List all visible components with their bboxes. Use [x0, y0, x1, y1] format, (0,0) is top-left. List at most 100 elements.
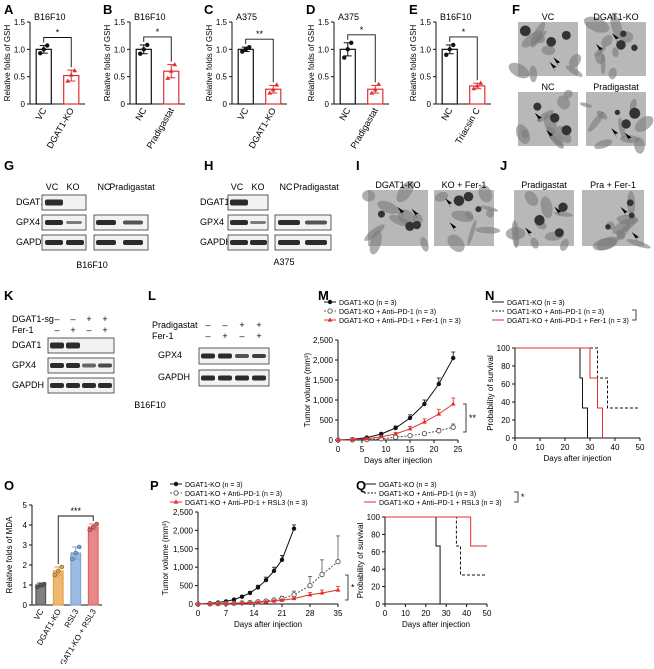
- organelle: [540, 196, 553, 219]
- y-tick-label: 5: [23, 501, 28, 510]
- band: [82, 363, 96, 368]
- data-point: [38, 50, 43, 56]
- blot-strip: [41, 234, 87, 251]
- western-blot-h: VC KO NC Pradigastat DGAT1 GPX4 GAPDH A375: [200, 182, 339, 267]
- panel-letter-g: G: [4, 158, 14, 173]
- legend-label: DGAT1-KO + Anti–PD-1 + Fer-1 (n = 3): [507, 318, 629, 325]
- blot-strip: [41, 194, 87, 211]
- bar-chart-a: B16F10 Relative folds of GSH 0 0.5 1.0 1.5 VCD…: [3, 12, 85, 150]
- data-point: [450, 424, 456, 430]
- arrow-icon: [534, 112, 542, 123]
- x-tick-label: VC: [236, 106, 251, 122]
- arrow-icon: [554, 206, 562, 217]
- lane-label: KO: [251, 182, 264, 192]
- organelle: [530, 237, 539, 249]
- data-point: [393, 425, 398, 431]
- data-point: [77, 544, 82, 550]
- y-axis-label: Probability of survival: [356, 522, 365, 598]
- x-tick-label: 25: [454, 445, 463, 454]
- data-point: [350, 437, 355, 442]
- y-tick-label: 20: [371, 583, 380, 592]
- treatment-label: Fer-1: [152, 331, 174, 341]
- legend-label: DGAT1-KO (n = 3): [339, 300, 397, 307]
- data-point: [393, 431, 398, 436]
- x-tick-label: 0: [336, 445, 341, 454]
- organelle: [554, 211, 573, 217]
- data-point: [436, 411, 442, 416]
- organelle: [397, 209, 416, 225]
- legend-bracket: [632, 309, 637, 321]
- chart-title: B16F10: [134, 12, 166, 22]
- arrow-icon: [595, 44, 603, 55]
- organelle: [396, 180, 415, 203]
- y-tick-label: 20: [501, 416, 510, 425]
- micrograph: Pra + Fer-1: [582, 180, 651, 251]
- organelle: [420, 237, 429, 252]
- bar-chart-e: B16F10 Relative folds of GSH 0 0.5 1.0 1.5 NCT…: [409, 12, 491, 146]
- x-tick-label: 20: [561, 443, 570, 452]
- arrow-icon: [612, 33, 620, 44]
- legend-bracket: [514, 491, 519, 503]
- row-label: DGAT1: [12, 340, 41, 350]
- y-tick-label: 0: [427, 100, 432, 109]
- series-line: [197, 561, 339, 605]
- organelle: [634, 115, 654, 132]
- band: [235, 375, 249, 381]
- lipid-droplet: [546, 37, 557, 47]
- band: [123, 240, 143, 245]
- data-point: [407, 432, 413, 439]
- x-tick-label: 10: [401, 609, 410, 618]
- significance-marker: *: [56, 28, 60, 38]
- series-line: [197, 528, 295, 605]
- data-point: [335, 437, 341, 442]
- micrograph: DGAT1-KO: [583, 12, 646, 80]
- band: [278, 240, 300, 245]
- organelle: [559, 238, 569, 251]
- lipid-droplet: [519, 25, 531, 37]
- data-point: [231, 600, 237, 605]
- data-point: [279, 597, 285, 602]
- band: [230, 240, 248, 245]
- organelle: [592, 237, 618, 251]
- band: [250, 240, 267, 245]
- lipid-droplet: [620, 30, 627, 37]
- y-tick-label: 1.5: [318, 18, 330, 27]
- micrograph-label: DGAT1-KO: [593, 12, 638, 22]
- blot-strip: [47, 377, 115, 394]
- bar: [237, 48, 254, 105]
- lipid-droplet: [626, 199, 634, 207]
- data-point: [345, 47, 350, 52]
- y-tick-label: 1.5: [14, 18, 26, 27]
- x-tick-label: 10: [536, 443, 545, 452]
- organelle: [524, 191, 539, 206]
- x-tick-label: 0: [383, 609, 388, 618]
- lipid-droplet: [558, 202, 568, 212]
- micrograph: KO + Fer-1: [434, 180, 501, 253]
- treatment-sign: +: [256, 331, 261, 341]
- legend-label: DGAT1-KO (n = 3): [185, 482, 243, 489]
- x-axis-label: Days after injection: [402, 620, 470, 629]
- lane-label: Pradigastat: [109, 182, 155, 192]
- data-point: [255, 585, 261, 590]
- y-tick-label: 0.5: [114, 73, 126, 82]
- x-tick-label: Triacsin C: [453, 106, 482, 146]
- data-point: [319, 590, 325, 595]
- organelle: [610, 13, 623, 39]
- organelle: [475, 226, 501, 234]
- data-point: [239, 594, 245, 599]
- organelle: [601, 35, 613, 47]
- y-tick-label: 0: [121, 100, 126, 109]
- survival-curve: [385, 516, 487, 547]
- data-point: [327, 299, 333, 305]
- arrow-icon: [546, 130, 554, 141]
- y-tick-label: 500: [320, 416, 334, 425]
- band: [230, 199, 248, 206]
- x-tick-label: 15: [406, 445, 415, 454]
- data-point: [247, 590, 253, 596]
- data-point: [41, 47, 46, 52]
- row-label: GAPDH: [16, 237, 48, 247]
- arrow-icon: [449, 222, 457, 233]
- lipid-droplet: [628, 212, 635, 219]
- y-tick-label: 2,500: [313, 336, 334, 345]
- band: [50, 342, 64, 349]
